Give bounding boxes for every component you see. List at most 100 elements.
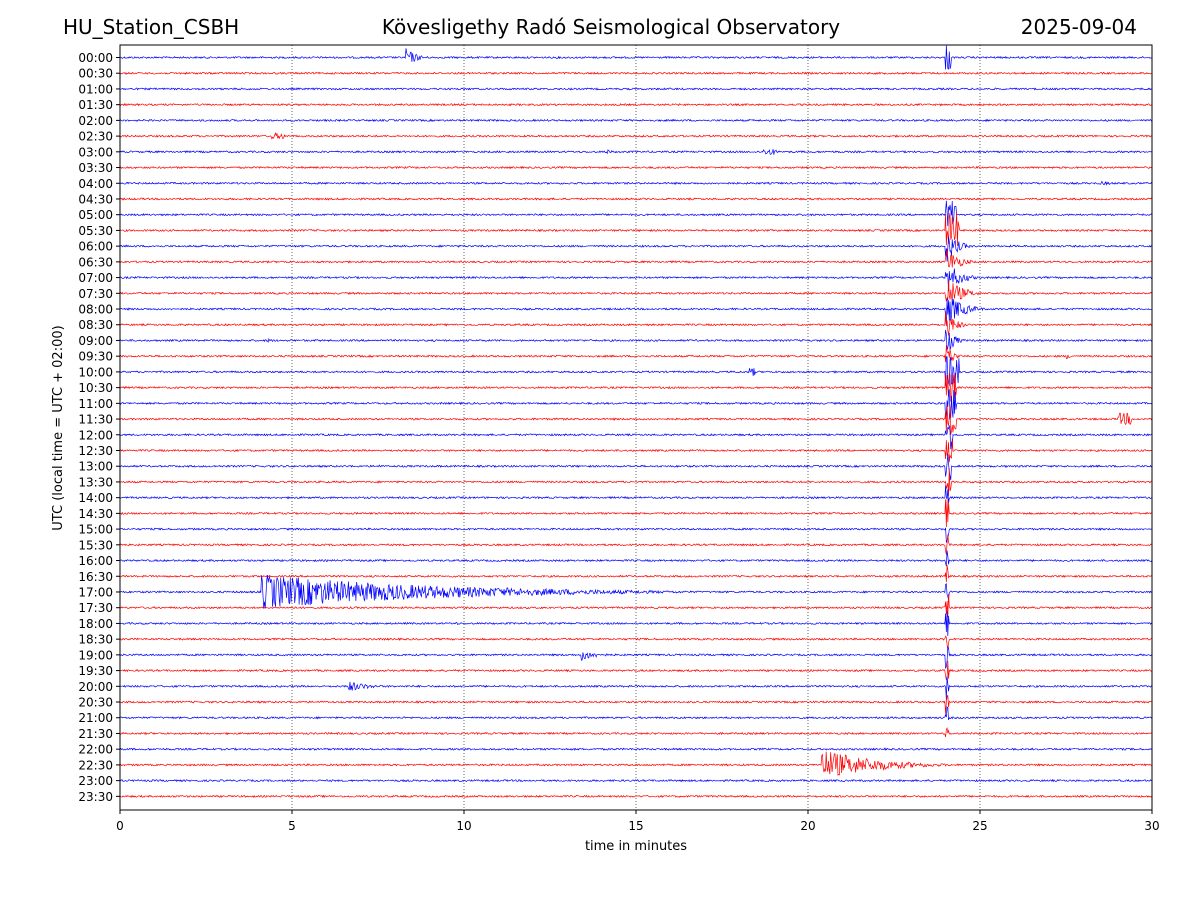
- y-tick-label: 10:00: [78, 365, 113, 379]
- trace-2230: [119, 751, 1153, 776]
- trace-2000: [119, 676, 1153, 700]
- y-tick-label: 12:30: [78, 444, 113, 458]
- trace-0000: [119, 45, 1153, 70]
- trace-0230: [119, 132, 1153, 140]
- trace-1630: [119, 564, 1153, 583]
- y-tick-label: 08:30: [78, 318, 113, 332]
- y-tick-label: 21:00: [78, 711, 113, 725]
- trace-1430: [119, 499, 1153, 528]
- trace-0700: [119, 268, 1153, 292]
- y-axis-label: UTC (local time = UTC + 02:00): [51, 325, 66, 530]
- trace-0730: [119, 280, 1153, 302]
- trace-1800: [119, 611, 1153, 637]
- trace-0600: [119, 236, 1153, 262]
- y-tick-label: 18:00: [78, 617, 113, 631]
- y-tick-label: 21:30: [78, 727, 113, 741]
- trace-0630: [119, 248, 1153, 268]
- y-tick-label: 03:00: [78, 145, 113, 159]
- trace-1400: [119, 485, 1153, 504]
- x-tick-label: 15: [628, 819, 643, 833]
- trace-1300: [119, 453, 1153, 481]
- x-tick-label: 0: [116, 819, 124, 833]
- y-tick-label: 06:30: [78, 255, 113, 269]
- trace-1130: [119, 404, 1153, 435]
- trace-0330: [119, 165, 1153, 170]
- trace-1230: [119, 438, 1153, 463]
- seismic-traces: [119, 45, 1153, 799]
- trace-1930: [119, 660, 1153, 681]
- trace-1600: [119, 550, 1153, 567]
- y-tick-label: 19:00: [78, 648, 113, 662]
- trace-0830: [119, 311, 1153, 336]
- trace-1030: [119, 372, 1153, 402]
- trace-0900: [119, 329, 1153, 351]
- trace-0030: [119, 71, 1153, 75]
- y-tick-label: 11:30: [78, 413, 113, 427]
- y-tick-label: 18:30: [78, 633, 113, 647]
- y-tick-label: 20:00: [78, 680, 113, 694]
- y-tick-label: 01:00: [78, 82, 113, 96]
- trace-2030: [119, 694, 1153, 714]
- y-tick-label: 17:00: [78, 585, 113, 599]
- trace-2100: [119, 706, 1153, 721]
- trace-0930: [119, 345, 1153, 363]
- trace-1100: [119, 389, 1153, 420]
- trace-0430: [119, 197, 1153, 201]
- y-tick-label: 22:00: [78, 743, 113, 757]
- trace-1530: [119, 534, 1153, 555]
- trace-1500: [119, 527, 1153, 544]
- grid-lines: [291, 45, 981, 810]
- y-tick-label: 15:30: [78, 538, 113, 552]
- station-title: HU_Station_CSBH: [63, 15, 240, 39]
- trace-0800: [119, 298, 1153, 327]
- y-tick-label: 02:30: [78, 130, 113, 144]
- y-tick-label: 08:00: [78, 303, 113, 317]
- y-tick-label: 02:00: [78, 114, 113, 128]
- trace-0500: [119, 200, 1153, 226]
- trace-2130: [119, 726, 1153, 737]
- trace-1000: [119, 356, 1153, 386]
- trace-0300: [119, 149, 1153, 155]
- trace-0400: [119, 180, 1153, 186]
- y-tick-label: 04:00: [78, 177, 113, 191]
- y-tick-label: 19:30: [78, 664, 113, 678]
- y-tick-label: 04:30: [78, 192, 113, 206]
- y-tick-label: 15:00: [78, 523, 113, 537]
- x-axis-label: time in minutes: [585, 839, 687, 854]
- x-axis-ticks: 0 5 10 15 20 25 30: [116, 810, 1160, 833]
- trace-0530: [119, 212, 1153, 246]
- y-tick-label: 14:00: [78, 491, 113, 505]
- trace-0100: [119, 87, 1153, 91]
- trace-1700: [119, 574, 1153, 609]
- observatory-title: Kövesligethy Radó Seismological Observat…: [381, 15, 841, 39]
- trace-1730: [119, 593, 1153, 618]
- y-tick-label: 12:00: [78, 428, 113, 442]
- y-tick-label: 23:00: [78, 774, 113, 788]
- trace-1830: [119, 635, 1153, 650]
- y-tick-label: 03:30: [78, 161, 113, 175]
- y-tick-label: 01:30: [78, 98, 113, 112]
- trace-0200: [119, 118, 1153, 123]
- trace-2200: [119, 747, 1153, 751]
- y-tick-label: 16:30: [78, 570, 113, 584]
- y-tick-label: 22:30: [78, 758, 113, 772]
- trace-2330: [119, 794, 1153, 799]
- date-title: 2025-09-04: [1020, 15, 1137, 39]
- y-tick-label: 00:30: [78, 67, 113, 81]
- y-tick-label: 09:00: [78, 334, 113, 348]
- y-tick-label: 20:30: [78, 696, 113, 710]
- y-tick-label: 05:30: [78, 224, 113, 238]
- y-tick-label: 09:30: [78, 350, 113, 364]
- x-tick-label: 20: [800, 819, 815, 833]
- trace-2300: [119, 778, 1153, 783]
- y-tick-label: 00:00: [78, 51, 113, 65]
- x-tick-label: 30: [1144, 819, 1159, 833]
- y-tick-label: 07:00: [78, 271, 113, 285]
- x-tick-label: 25: [972, 819, 987, 833]
- x-tick-label: 5: [288, 819, 296, 833]
- y-tick-label: 13:30: [78, 475, 113, 489]
- y-tick-label: 14:30: [78, 507, 113, 521]
- y-tick-label: 13:00: [78, 460, 113, 474]
